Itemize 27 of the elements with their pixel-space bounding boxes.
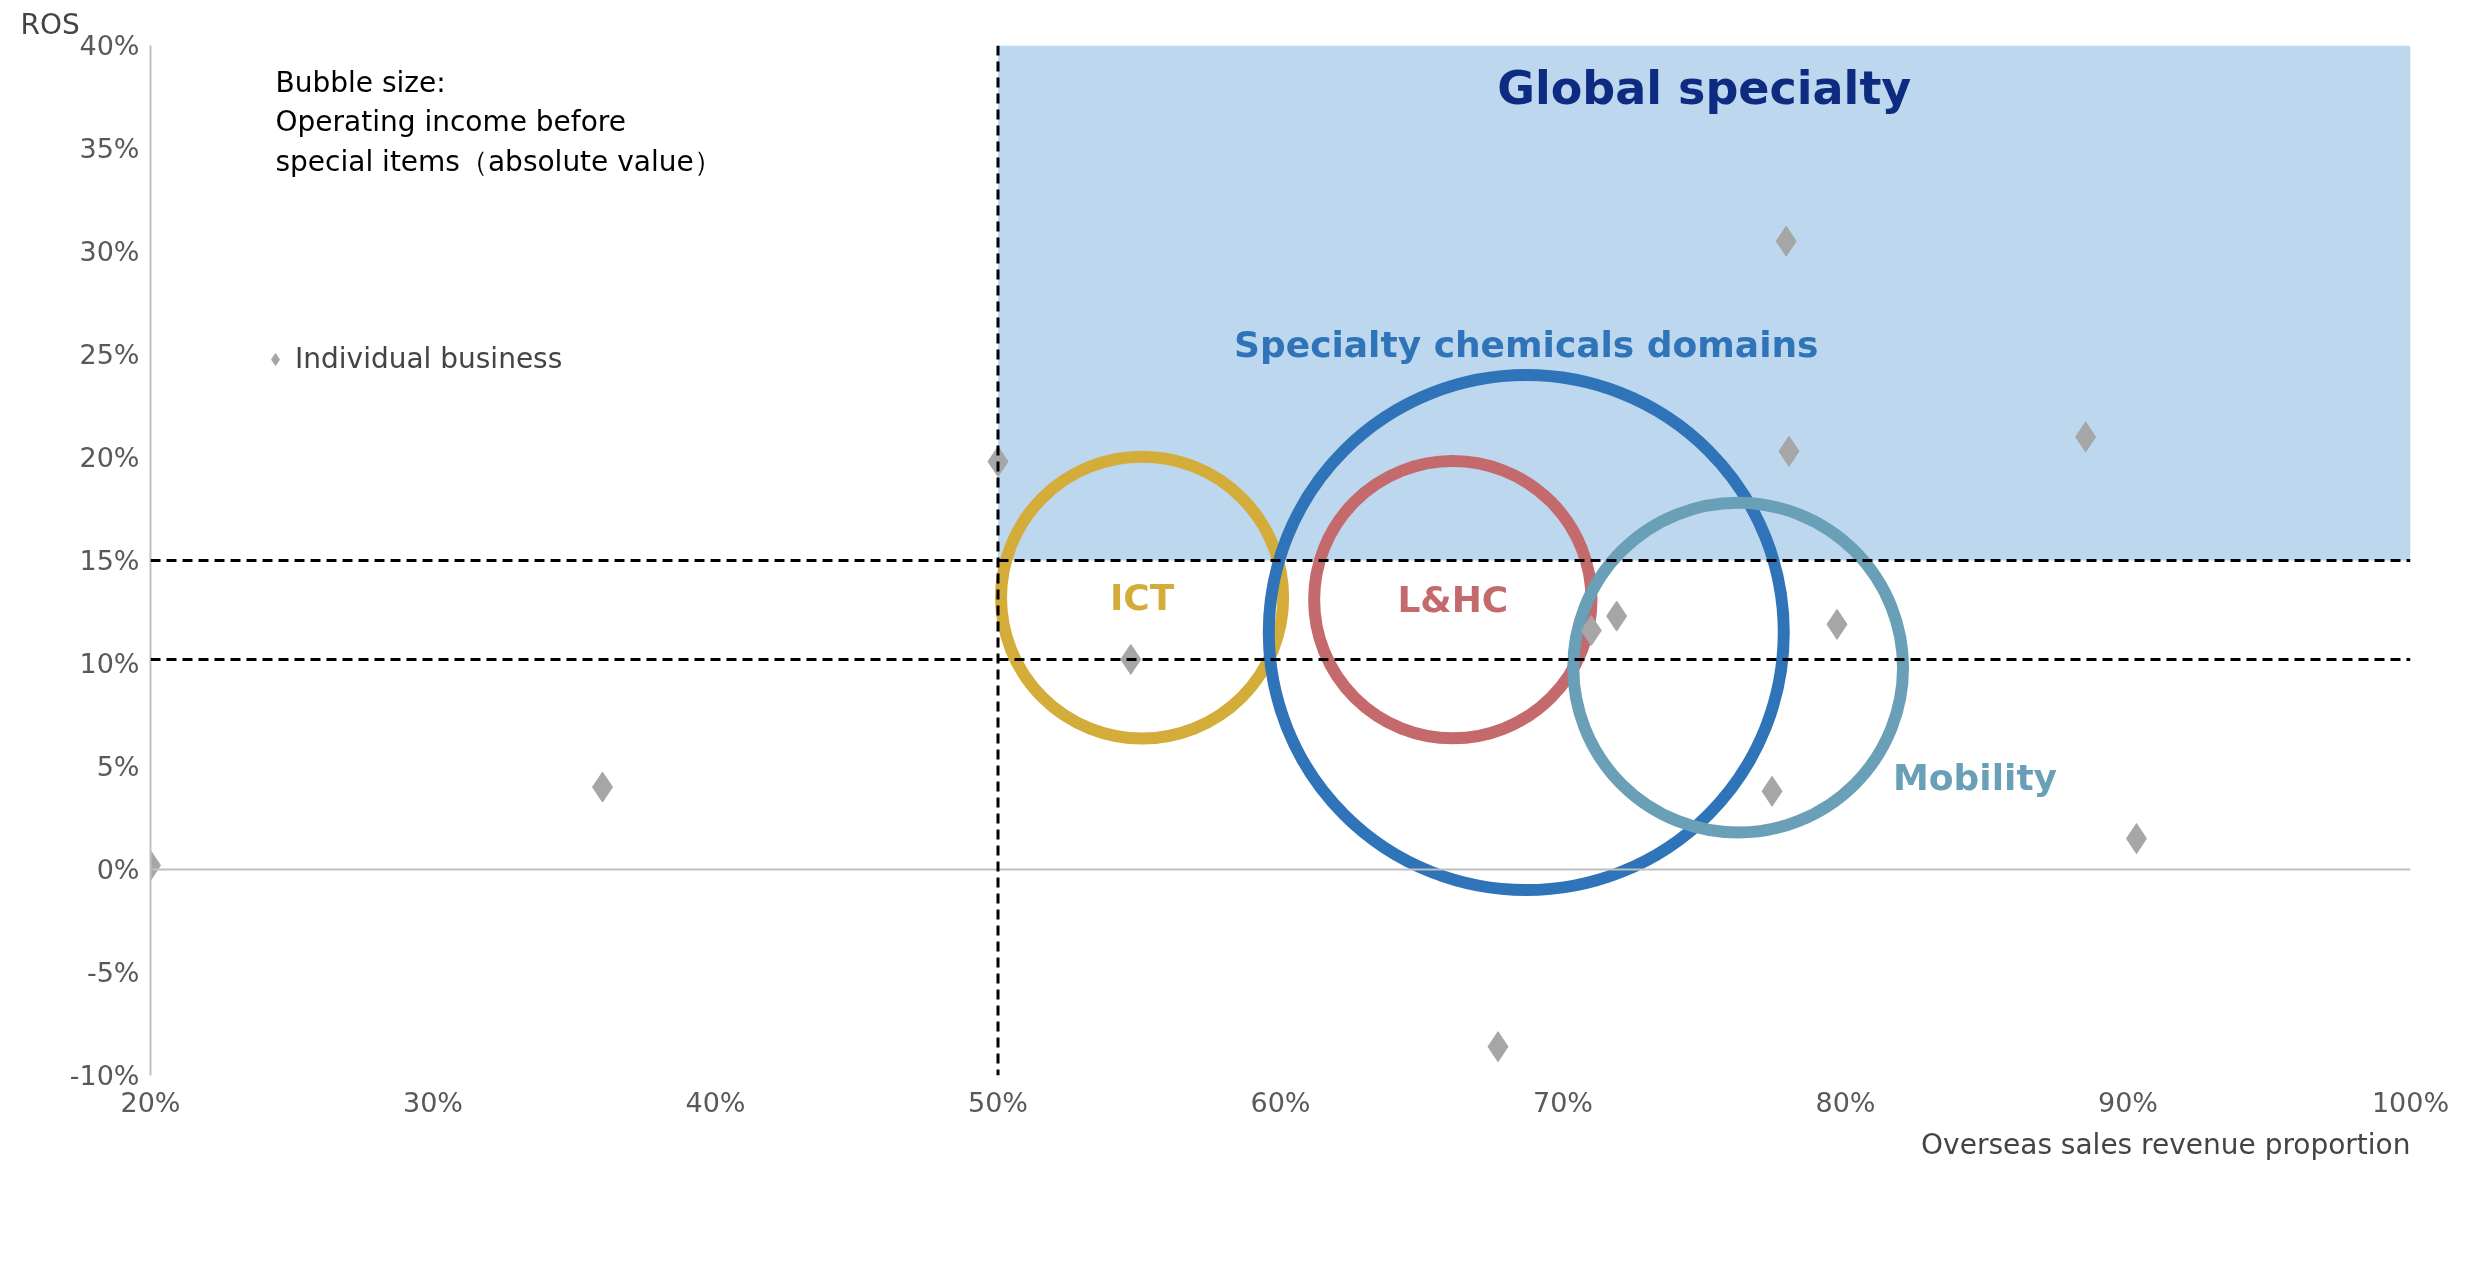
y-tick-label: 30%	[79, 236, 140, 267]
text: ICT	[1109, 577, 1175, 619]
y-tick-label: 35%	[79, 133, 140, 164]
y-tick-label: 25%	[79, 339, 140, 370]
annotation: Bubble size: Operating income before special items（absolute value）	[275, 65, 722, 178]
y-tick-label: 20%	[79, 442, 140, 473]
text: L&HC	[1397, 579, 1509, 621]
y-tick-label: -5%	[86, 957, 140, 988]
band-label: Global specialty	[1497, 60, 1912, 115]
x-tick-label: 30%	[402, 1086, 464, 1118]
series-label: Specialty chemicals domains	[1234, 324, 1819, 366]
x-tick-label: 80%	[1815, 1086, 1876, 1118]
series-label: Mobility	[1893, 757, 2058, 799]
y-tick-label: 0%	[96, 854, 140, 885]
y-axis-title: ROS	[20, 7, 80, 41]
x-tick-label: 40%	[685, 1086, 746, 1118]
y-tick-label: 10%	[79, 648, 140, 679]
y-tick-label: 5%	[96, 751, 140, 782]
x-tick-label: 90%	[2097, 1086, 2159, 1118]
x-tick-label: 70%	[1532, 1086, 1594, 1118]
legend-label: Individual business	[295, 342, 563, 375]
x-axis-title: Overseas sales revenue proportion	[1921, 1127, 2411, 1161]
y-tick-label: 40%	[79, 30, 140, 61]
y-tick-label: 15%	[79, 545, 140, 576]
x-tick-label: 100%	[2371, 1086, 2450, 1118]
x-tick-label: 50%	[967, 1086, 1029, 1118]
x-tick-label: 60%	[1250, 1086, 1311, 1118]
